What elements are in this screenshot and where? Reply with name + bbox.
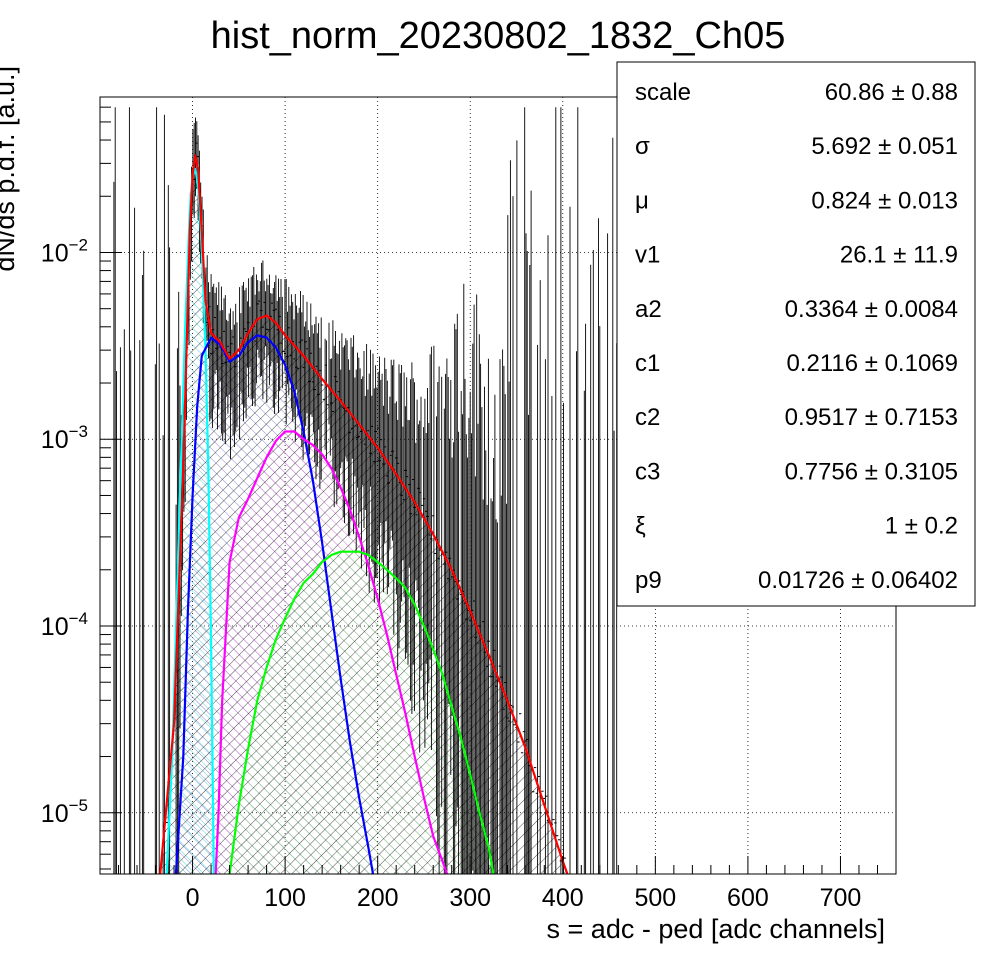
x-tick-label: 200	[357, 884, 399, 912]
x-tick-label: 400	[542, 884, 584, 912]
stats-param-name: v1	[635, 242, 660, 269]
stats-param-name: σ	[635, 133, 650, 160]
stats-param-value: 0.9517 ± 0.7153	[785, 404, 958, 431]
stats-param-name: scale	[635, 79, 691, 106]
series-line	[214, 430, 449, 874]
stats-param-value: 0.01726 ± 0.06402	[758, 567, 958, 594]
stats-param-value: 60.86 ± 0.88	[825, 79, 958, 106]
stats-param-value: 5.692 ± 0.051	[811, 133, 958, 160]
stats-param-value: 0.7756 ± 0.3105	[785, 458, 958, 485]
stats-param-value: 0.3364 ± 0.0084	[785, 296, 958, 323]
x-tick-label: 100	[264, 884, 306, 912]
plot-area	[113, 107, 618, 874]
stats-param-name: p9	[635, 567, 662, 594]
x-tick-label: 700	[820, 884, 862, 912]
y-tick-label: 10−5	[41, 796, 88, 828]
stats-param-value: 0.824 ± 0.013	[811, 187, 958, 214]
series-line	[228, 550, 495, 874]
series-line	[165, 167, 215, 874]
axes: 0 100 200 300 400 500 600 700 10−2 10−3 10−4 10−5	[41, 106, 897, 912]
x-tick-label: 0	[186, 884, 200, 912]
x-axis-label: s = adc - ped [adc channels]	[547, 914, 885, 944]
x-tick-label: 500	[634, 884, 676, 912]
stats-param-value: 1 ± 0.2	[885, 513, 958, 540]
stats-box-frame	[616, 61, 976, 607]
y-tick-label: 10−3	[41, 422, 88, 454]
stats-param-name: ξ	[635, 513, 646, 540]
x-tick-label: 600	[727, 884, 769, 912]
stats-box: scale 60.86 ± 0.88 σ 5.692 ± 0.051 μ 0.824 ± …	[616, 61, 976, 607]
stats-param-value: 0.2116 ± 0.1069	[786, 350, 958, 377]
series-line	[174, 334, 375, 874]
stats-param-name: μ	[635, 187, 649, 214]
y-tick-label: 10−2	[41, 235, 88, 267]
series-line	[159, 154, 569, 874]
y-axis-label: dN/ds p.d.f. [a.u.]	[0, 66, 20, 272]
chart-title: hist_norm_20230802_1832_Ch05	[211, 15, 786, 57]
y-tick-label: 10−4	[41, 609, 88, 641]
stats-param-name: c1	[635, 350, 660, 377]
stats-param-name: c2	[635, 404, 660, 431]
stats-param-name: c3	[635, 458, 660, 485]
stats-param-name: a2	[635, 296, 662, 323]
stats-param-value: 26.1 ± 11.9	[840, 242, 958, 269]
x-tick-label: 300	[449, 884, 491, 912]
